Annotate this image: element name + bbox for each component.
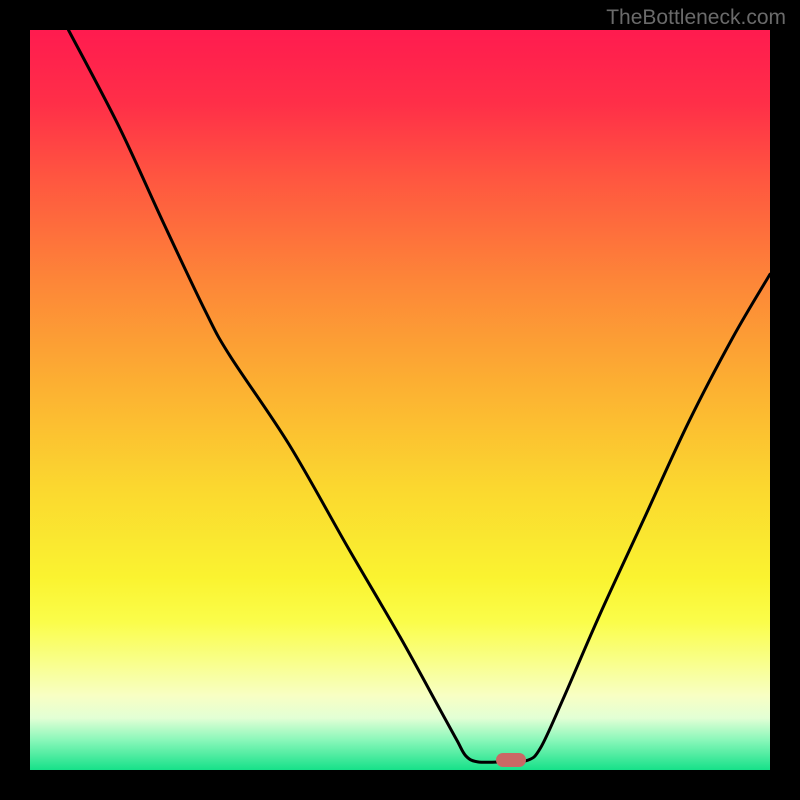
chart-plot-area [30,30,770,770]
chart-curve-svg [30,30,770,770]
chart-minimum-marker [496,753,526,767]
chart-curve-path [68,30,770,762]
watermark-text: TheBottleneck.com [606,6,786,30]
